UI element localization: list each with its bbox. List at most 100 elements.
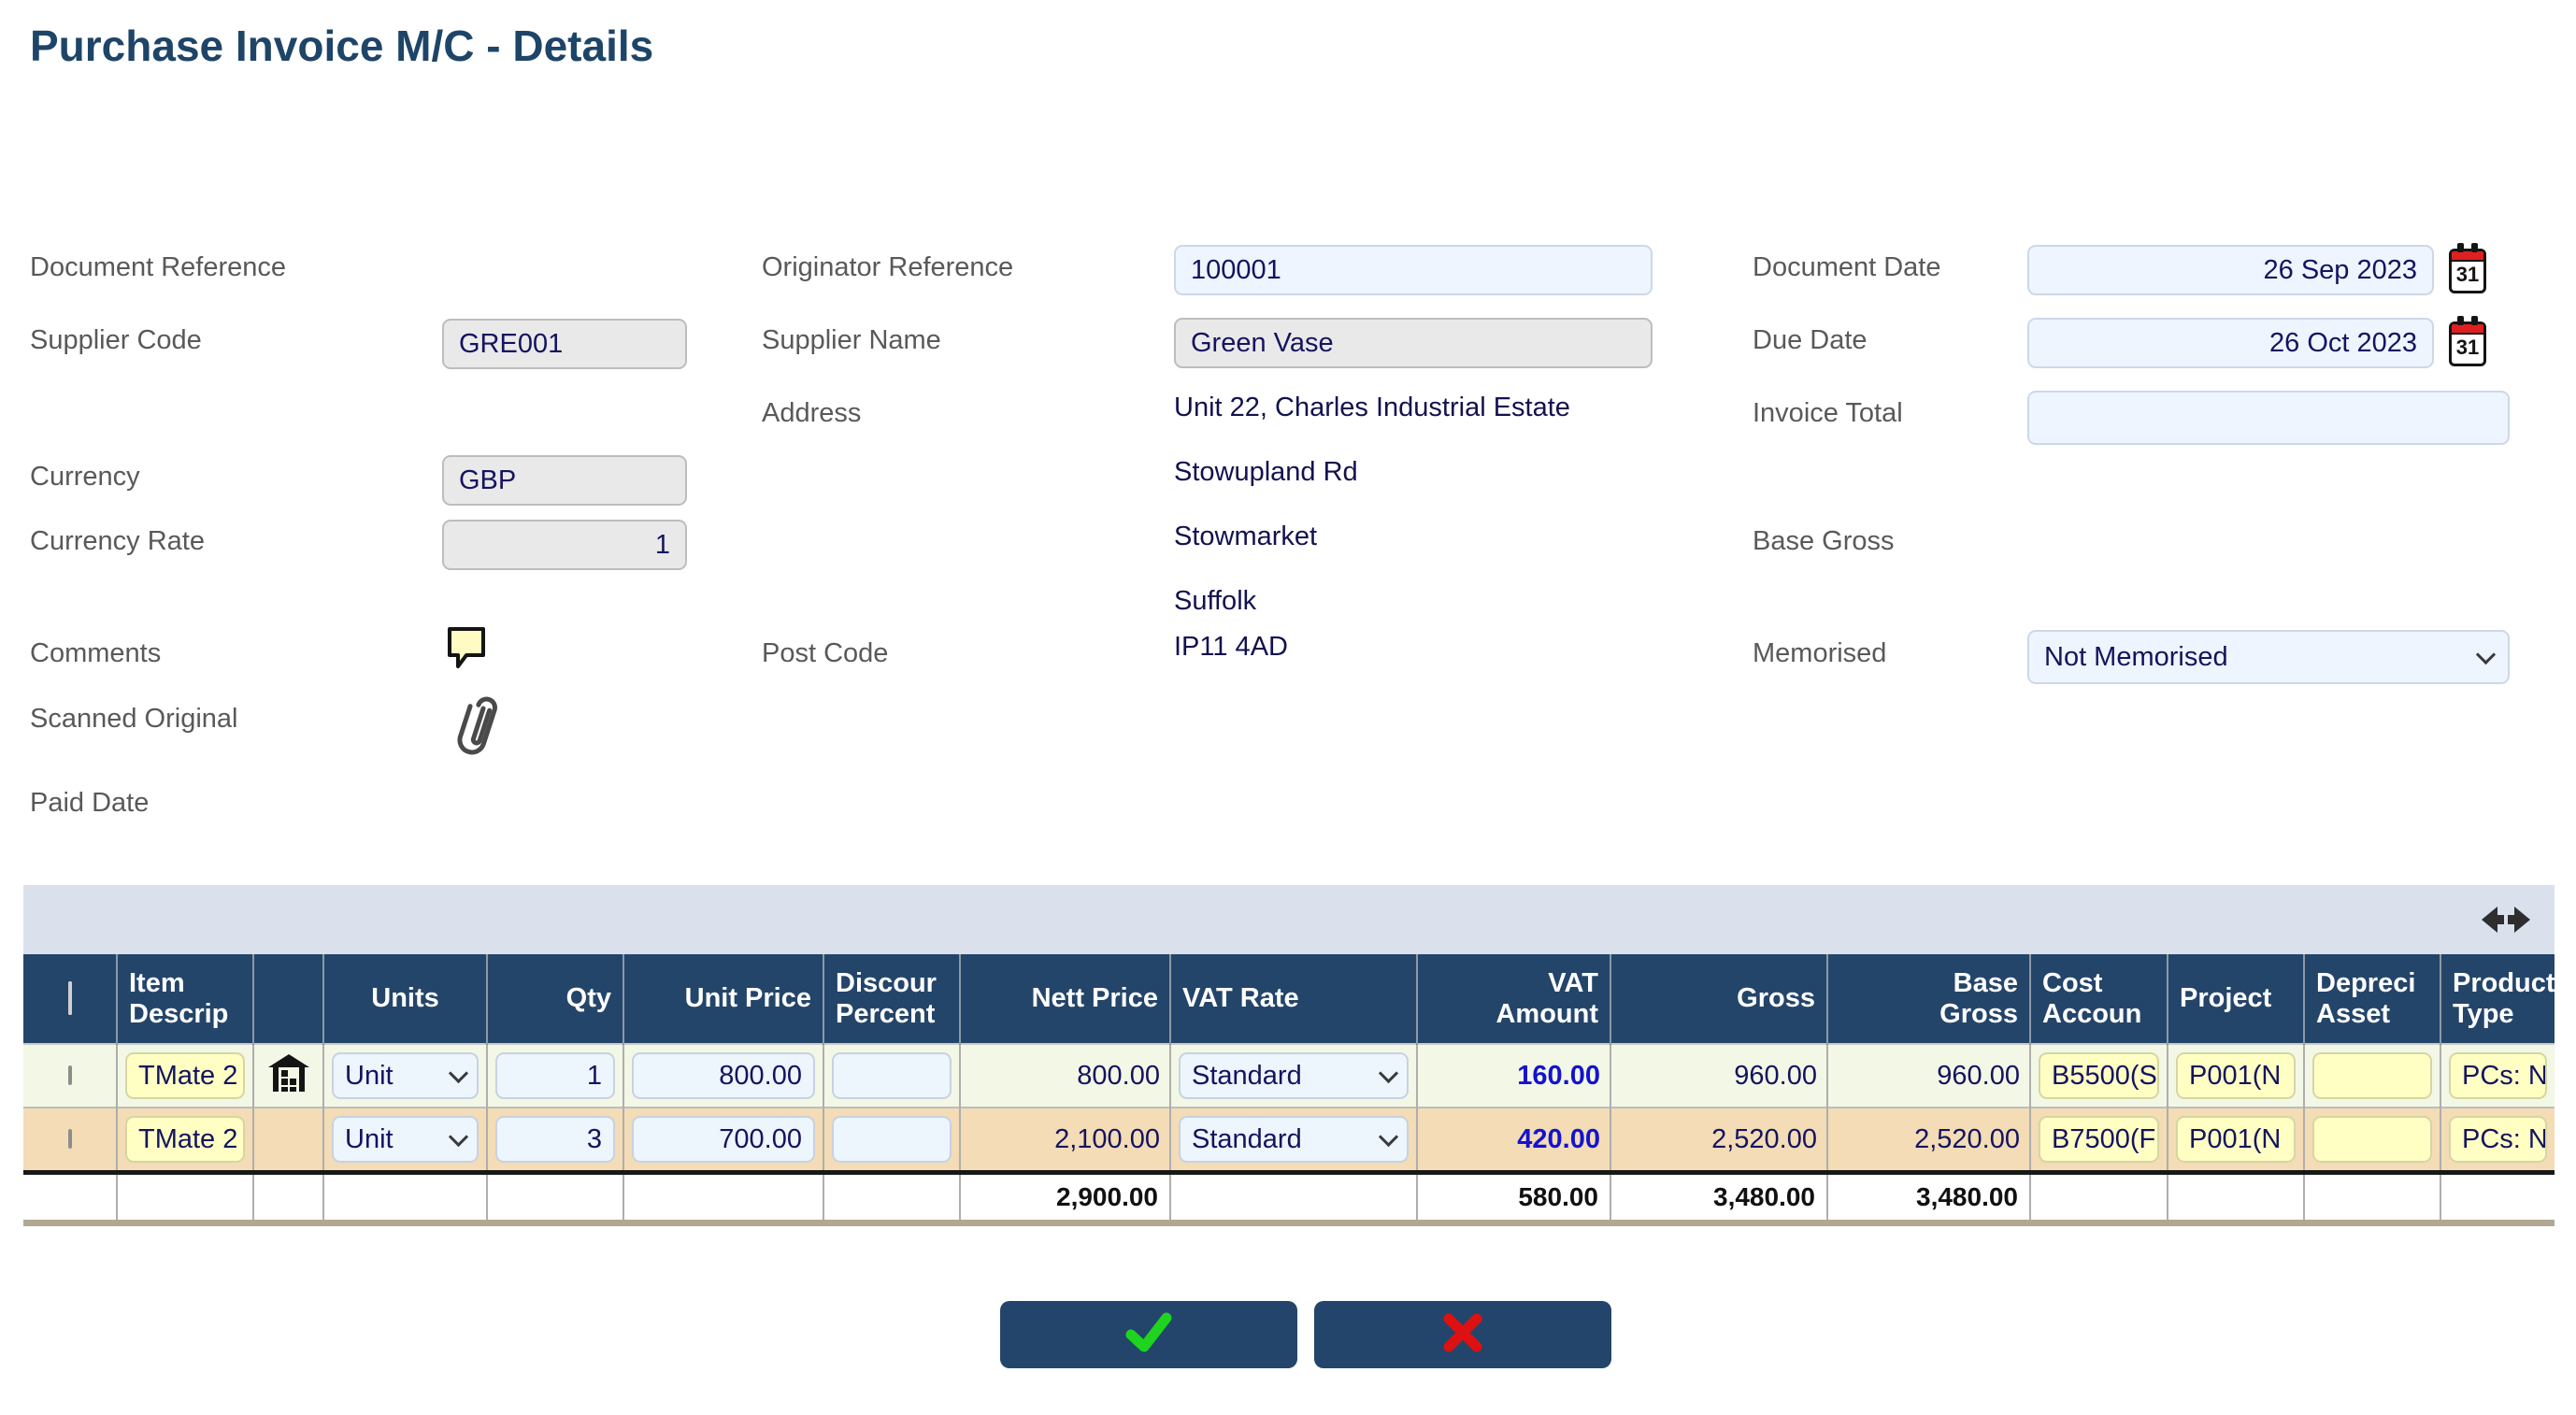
col-item-description: Item Descrip xyxy=(129,967,229,1029)
totals-row: 2,900.00 580.00 3,480.00 3,480.00 xyxy=(23,1170,2555,1226)
scanned-original-label: Scanned Original xyxy=(30,704,238,734)
col-cost-account: Cost Accoun xyxy=(2042,967,2142,1029)
currency-rate-field: 1 xyxy=(442,520,687,570)
depreciation-asset-input[interactable] xyxy=(2312,1116,2432,1163)
vat-amount-link[interactable]: 420.00 xyxy=(1416,1107,1610,1173)
project-input[interactable]: P001(N xyxy=(2176,1116,2296,1163)
qty-input[interactable]: 1 xyxy=(495,1052,615,1099)
memorised-label: Memorised xyxy=(1753,638,1887,668)
invoice-total-input[interactable] xyxy=(2027,391,2510,445)
supplier-name-field: Green Vase xyxy=(1174,318,1653,368)
qty-input[interactable]: 3 xyxy=(495,1116,615,1163)
document-date-calendar-icon[interactable]: 31 xyxy=(2449,243,2486,293)
chevron-down-icon xyxy=(448,1063,469,1083)
document-date-input[interactable]: 26 Sep 2023 xyxy=(2027,245,2434,295)
originator-reference-label: Originator Reference xyxy=(762,252,1014,282)
supplier-code-field: GRE001 xyxy=(442,319,687,369)
base-gross-label: Base Gross xyxy=(1753,526,1895,556)
total-gross: 3,480.00 xyxy=(1610,1170,1827,1226)
project-input[interactable]: P001(N xyxy=(2176,1052,2296,1099)
originator-reference-input[interactable]: 100001 xyxy=(1174,245,1653,295)
warehouse-icon-cell xyxy=(252,1043,323,1108)
nett-price-value: 800.00 xyxy=(959,1043,1170,1108)
vat-rate-select[interactable]: Standard xyxy=(1179,1052,1409,1099)
chevron-down-icon xyxy=(2475,644,2497,665)
post-code-value: IP11 4AD xyxy=(1174,632,1288,662)
address-line-1: Unit 22, Charles Industrial Estate xyxy=(1174,393,1570,422)
green-check-icon xyxy=(1124,1312,1173,1358)
line-items-table: Item Descrip Units Qty Unit Price Discou… xyxy=(23,954,2555,1226)
paid-date-label: Paid Date xyxy=(30,788,150,818)
warehouse-icon[interactable] xyxy=(267,1053,309,1097)
nett-price-value: 2,100.00 xyxy=(959,1107,1170,1173)
cancel-button[interactable] xyxy=(1314,1301,1611,1368)
currency-field: GBP xyxy=(442,455,687,506)
gross-value: 2,520.00 xyxy=(1610,1107,1827,1173)
units-select[interactable]: Unit xyxy=(332,1052,479,1099)
col-vat-rate: VAT Rate xyxy=(1169,954,1417,1044)
units-select[interactable]: Unit xyxy=(332,1116,479,1163)
red-cross-icon xyxy=(1441,1312,1484,1358)
depreciation-asset-input[interactable] xyxy=(2312,1052,2432,1099)
line-items-grid: Item Descrip Units Qty Unit Price Discou… xyxy=(23,885,2555,1226)
gross-value: 960.00 xyxy=(1610,1043,1827,1108)
chevron-down-icon xyxy=(448,1126,469,1147)
col-vat-amount: VAT Amount xyxy=(1496,967,1598,1029)
product-type-input[interactable]: PCs: Nc xyxy=(2449,1052,2547,1099)
currency-label: Currency xyxy=(30,462,140,492)
item-description-input[interactable]: TMate 2 xyxy=(125,1116,245,1163)
unit-price-input[interactable]: 700.00 xyxy=(632,1116,815,1163)
speech-bubble-icon[interactable] xyxy=(445,624,488,676)
vat-amount-link[interactable]: 160.00 xyxy=(1416,1043,1610,1108)
select-all-checkbox[interactable] xyxy=(67,981,72,1015)
supplier-code-label: Supplier Code xyxy=(30,325,202,355)
comments-label: Comments xyxy=(30,638,162,668)
calendar-day-label: 31 xyxy=(2455,263,2480,286)
supplier-name-label: Supplier Name xyxy=(762,325,941,355)
col-base-gross: Base Gross xyxy=(1939,967,2018,1029)
cost-account-input[interactable]: B7500(F xyxy=(2039,1116,2159,1163)
due-date-input[interactable]: 26 Oct 2023 xyxy=(2027,318,2434,368)
page-title: Purchase Invoice M/C - Details xyxy=(30,21,654,70)
col-qty: Qty xyxy=(486,954,623,1044)
address-line-3: Stowmarket xyxy=(1174,522,1318,551)
col-depreciation-asset: Depreci Asset xyxy=(2316,967,2416,1029)
item-description-input[interactable]: TMate 2 xyxy=(125,1052,245,1099)
col-project: Project xyxy=(2167,954,2304,1044)
address-line-4: Suffolk xyxy=(1174,586,1257,616)
vat-rate-select[interactable]: Standard xyxy=(1179,1116,1409,1163)
ok-button[interactable] xyxy=(1000,1301,1297,1368)
table-row: TMate 2 xyxy=(23,1043,2555,1108)
horizontal-resize-arrows-icon[interactable] xyxy=(2482,903,2530,941)
row-checkbox[interactable] xyxy=(67,1129,72,1149)
base-gross-value: 2,520.00 xyxy=(1826,1107,2030,1173)
invoice-total-label: Invoice Total xyxy=(1753,398,1903,428)
memorised-select[interactable]: Not Memorised xyxy=(2027,630,2510,684)
col-gross: Gross xyxy=(1610,954,1827,1044)
col-unit-price: Unit Price xyxy=(623,954,823,1044)
col-nett-price: Nett Price xyxy=(959,954,1170,1044)
header-row: Item Descrip Units Qty Unit Price Discou… xyxy=(23,954,2555,1044)
col-product-type: Product Type xyxy=(2453,967,2555,1029)
document-reference-label: Document Reference xyxy=(30,252,287,282)
discount-percent-input[interactable] xyxy=(832,1052,952,1099)
total-base-gross: 3,480.00 xyxy=(1826,1170,2030,1226)
calendar-day-label: 31 xyxy=(2455,336,2480,359)
memorised-selected-value: Not Memorised xyxy=(2044,641,2228,672)
product-type-input[interactable]: PCs: Nc xyxy=(2449,1116,2547,1163)
address-line-2: Stowupland Rd xyxy=(1174,457,1358,487)
address-label: Address xyxy=(762,398,862,428)
paperclip-icon[interactable] xyxy=(454,688,507,769)
currency-rate-label: Currency Rate xyxy=(30,526,205,556)
col-units: Units xyxy=(322,954,487,1044)
post-code-label: Post Code xyxy=(762,638,889,668)
total-vat-amount: 580.00 xyxy=(1416,1170,1610,1226)
chevron-down-icon xyxy=(1378,1126,1399,1147)
row-checkbox[interactable] xyxy=(67,1065,72,1085)
due-date-calendar-icon[interactable]: 31 xyxy=(2449,316,2486,366)
unit-price-input[interactable]: 800.00 xyxy=(632,1052,815,1099)
grid-toolbar xyxy=(23,885,2555,954)
discount-percent-input[interactable] xyxy=(832,1116,952,1163)
cost-account-input[interactable]: B5500(S xyxy=(2039,1052,2159,1099)
